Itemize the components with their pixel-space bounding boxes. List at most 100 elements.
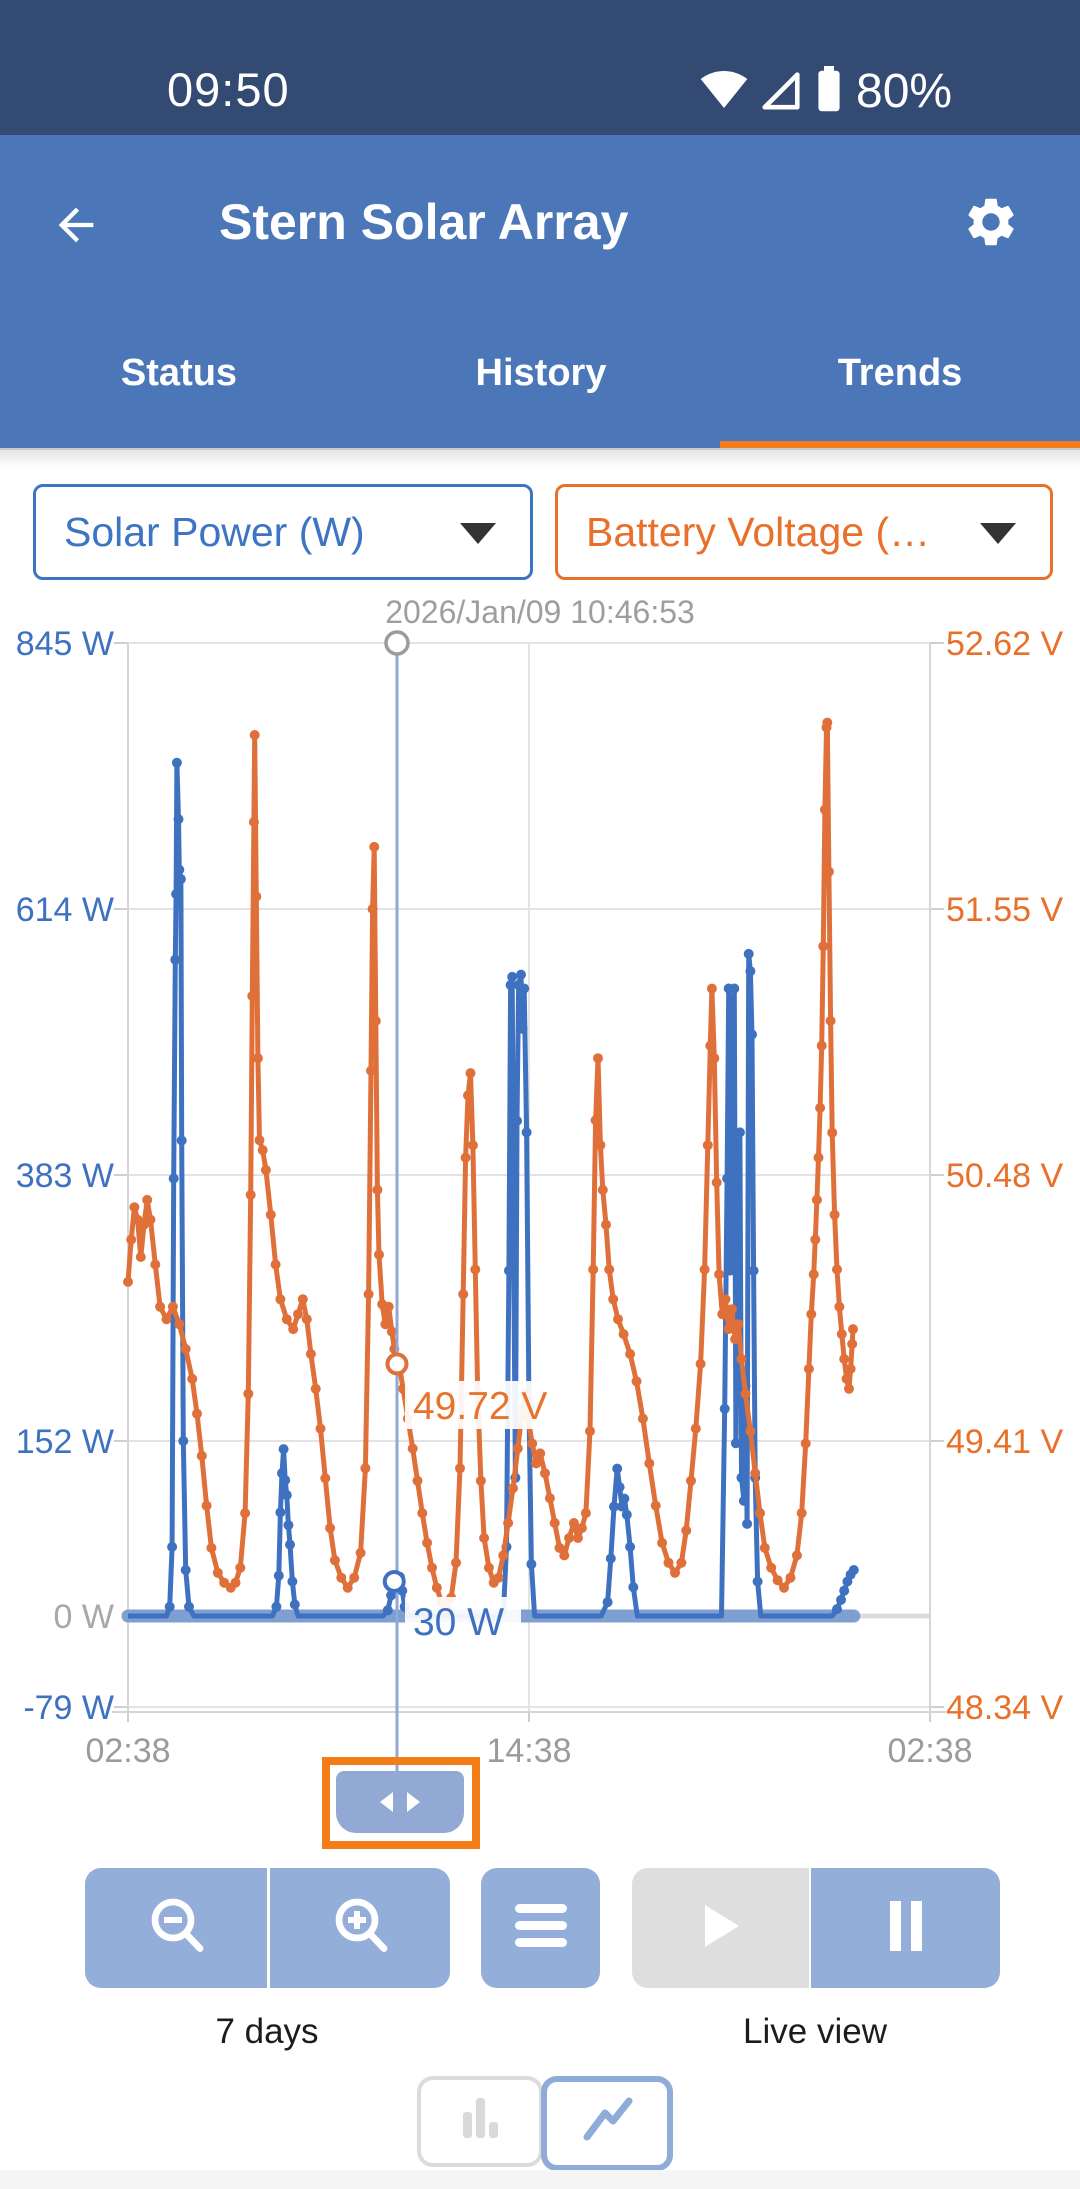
tooltip-bg (404, 1381, 573, 1429)
data-point (521, 1127, 532, 1138)
data-point (531, 1458, 542, 1469)
zoom-group-label: 7 days (215, 2012, 319, 2051)
back-button[interactable] (50, 199, 102, 251)
data-point (702, 1140, 713, 1151)
left-axis-label: 152 W (16, 1423, 114, 1461)
left-axis-label: -79 W (23, 1689, 114, 1727)
data-point (540, 1468, 550, 1479)
data-point (625, 1349, 636, 1359)
data-point (260, 1165, 271, 1175)
data-point (374, 1249, 384, 1260)
status-bar: 09:50 80% (0, 0, 1080, 135)
data-point (380, 1319, 391, 1330)
data-point (342, 1582, 353, 1593)
data-point (609, 1501, 619, 1512)
gear-icon[interactable] (962, 193, 1020, 251)
zoom-in-icon (324, 1890, 396, 1967)
data-point (772, 1575, 783, 1586)
data-point (796, 1508, 807, 1519)
data-point (549, 1518, 560, 1528)
data-point (287, 1576, 298, 1587)
tab-history[interactable]: History (475, 352, 607, 394)
crosshair-date: 2026/Jan/09 10:46:53 (385, 594, 695, 630)
data-point (201, 1500, 212, 1511)
line-chart-toggle[interactable] (541, 2076, 673, 2171)
right-triangle-icon (407, 1792, 420, 1812)
data-point (463, 1090, 473, 1101)
battery-percent: 80% (856, 65, 953, 118)
secondary-series-dropdown[interactable]: Battery Voltage (… (555, 484, 1053, 580)
pause-icon (886, 1899, 926, 1958)
data-point (366, 1065, 376, 1076)
data-point (535, 1448, 546, 1459)
data-point (614, 1482, 625, 1493)
data-point (779, 1582, 789, 1593)
data-point (811, 1194, 822, 1205)
data-point (431, 1582, 442, 1593)
data-point (832, 1604, 842, 1615)
data-point (196, 1450, 207, 1461)
left-axis-label: 383 W (16, 1157, 114, 1195)
right-axis-label: 49.41 V (946, 1423, 1064, 1461)
data-point (836, 1329, 847, 1340)
primary-series-dropdown[interactable]: Solar Power (W) (33, 484, 533, 580)
data-point (800, 1438, 811, 1449)
header-shadow (0, 450, 1080, 468)
data-point (711, 1177, 722, 1188)
data-point (173, 814, 184, 825)
scrollbar-handle[interactable] (336, 1771, 464, 1833)
data-point (503, 1518, 514, 1528)
chevron-down-icon (980, 523, 1016, 544)
data-point (516, 969, 526, 980)
data-point (608, 1294, 619, 1305)
gesture-area (0, 2170, 1080, 2189)
zoom-in-button[interactable] (270, 1868, 450, 1988)
data-point (791, 1550, 802, 1561)
data-point (251, 891, 262, 902)
zoom-out-icon (140, 1890, 212, 1967)
data-point (808, 1269, 819, 1280)
pause-button[interactable] (811, 1868, 1000, 1988)
data-point (822, 717, 833, 728)
data-point (526, 1559, 537, 1570)
data-point (738, 1495, 749, 1506)
data-point (422, 1537, 433, 1548)
series-line-solar-power (128, 760, 856, 1619)
data-point (367, 904, 378, 914)
zoom-out-button[interactable] (85, 1868, 267, 1988)
data-point (168, 1173, 179, 1184)
data-point (695, 1358, 706, 1369)
data-point (836, 1594, 846, 1605)
right-axis-label: 50.48 V (946, 1157, 1064, 1195)
chart-options-button[interactable] (481, 1868, 600, 1988)
data-point (281, 1314, 292, 1325)
bar-chart-toggle[interactable] (417, 2076, 543, 2167)
data-point (293, 1309, 303, 1320)
data-point (248, 817, 259, 827)
trend-chart-container[interactable]: 845 W 52.62 V 614 W 51.55 V 383 W 50.48 V 152 … (0, 600, 1080, 1860)
data-point (493, 1572, 504, 1583)
tab-trends[interactable]: Trends (837, 352, 963, 394)
scroll-window-highlight[interactable] (322, 1757, 480, 1849)
data-point (605, 1553, 616, 1564)
data-point (257, 1145, 268, 1156)
play-button (632, 1868, 809, 1988)
data-point (631, 1376, 642, 1387)
data-point (305, 1349, 316, 1359)
data-point (720, 1294, 731, 1305)
data-point (628, 1582, 639, 1593)
data-point (745, 1426, 756, 1437)
data-point (755, 1508, 765, 1519)
data-point (310, 1383, 321, 1394)
data-point (235, 1562, 246, 1573)
data-point (650, 1500, 661, 1511)
left-axis-label: 845 W (16, 625, 114, 663)
trend-chart[interactable]: 845 W 52.62 V 614 W 51.55 V 383 W 50.48 V 152 … (0, 600, 1080, 1860)
data-point (512, 1115, 522, 1126)
active-tab-underline (720, 441, 1080, 448)
data-point (325, 1523, 336, 1533)
data-point (750, 1468, 761, 1479)
play-icon (699, 1901, 743, 1956)
tab-status[interactable]: Status (120, 352, 238, 394)
data-point (601, 1219, 611, 1230)
